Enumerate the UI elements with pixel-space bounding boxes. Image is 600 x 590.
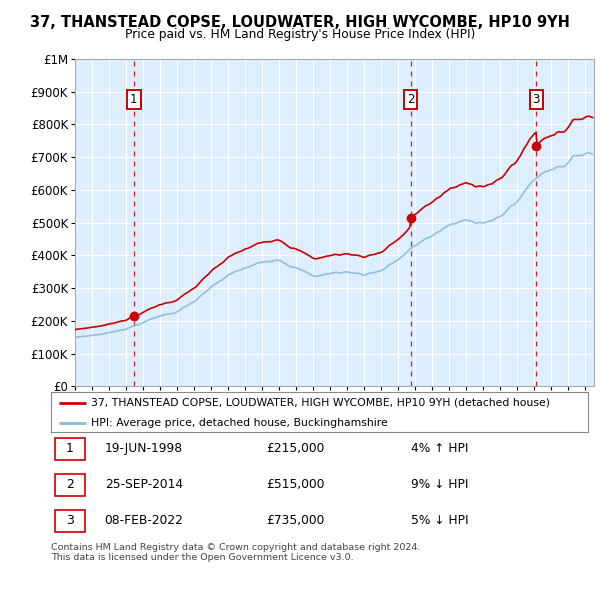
- Text: 08-FEB-2022: 08-FEB-2022: [105, 514, 184, 527]
- Bar: [55, 510, 85, 532]
- Text: Price paid vs. HM Land Registry's House Price Index (HPI): Price paid vs. HM Land Registry's House …: [125, 28, 475, 41]
- Text: 9% ↓ HPI: 9% ↓ HPI: [411, 478, 468, 491]
- Text: 1: 1: [130, 93, 137, 106]
- Text: 4% ↑ HPI: 4% ↑ HPI: [411, 442, 468, 455]
- Bar: [55, 474, 85, 496]
- Text: 19-JUN-1998: 19-JUN-1998: [105, 442, 183, 455]
- Text: 5% ↓ HPI: 5% ↓ HPI: [411, 514, 469, 527]
- Text: 3: 3: [532, 93, 540, 106]
- Text: 37, THANSTEAD COPSE, LOUDWATER, HIGH WYCOMBE, HP10 9YH (detached house): 37, THANSTEAD COPSE, LOUDWATER, HIGH WYC…: [91, 398, 550, 408]
- Text: 2: 2: [66, 478, 74, 491]
- Text: 1: 1: [66, 442, 74, 455]
- Text: £215,000: £215,000: [266, 442, 324, 455]
- Text: 3: 3: [66, 514, 74, 527]
- Text: HPI: Average price, detached house, Buckinghamshire: HPI: Average price, detached house, Buck…: [91, 418, 388, 428]
- Text: £515,000: £515,000: [266, 478, 325, 491]
- Text: Contains HM Land Registry data © Crown copyright and database right 2024.
This d: Contains HM Land Registry data © Crown c…: [51, 543, 421, 562]
- Text: 2: 2: [407, 93, 415, 106]
- Text: £735,000: £735,000: [266, 514, 324, 527]
- Text: 25-SEP-2014: 25-SEP-2014: [105, 478, 183, 491]
- Text: 37, THANSTEAD COPSE, LOUDWATER, HIGH WYCOMBE, HP10 9YH: 37, THANSTEAD COPSE, LOUDWATER, HIGH WYC…: [30, 15, 570, 30]
- Bar: [55, 438, 85, 460]
